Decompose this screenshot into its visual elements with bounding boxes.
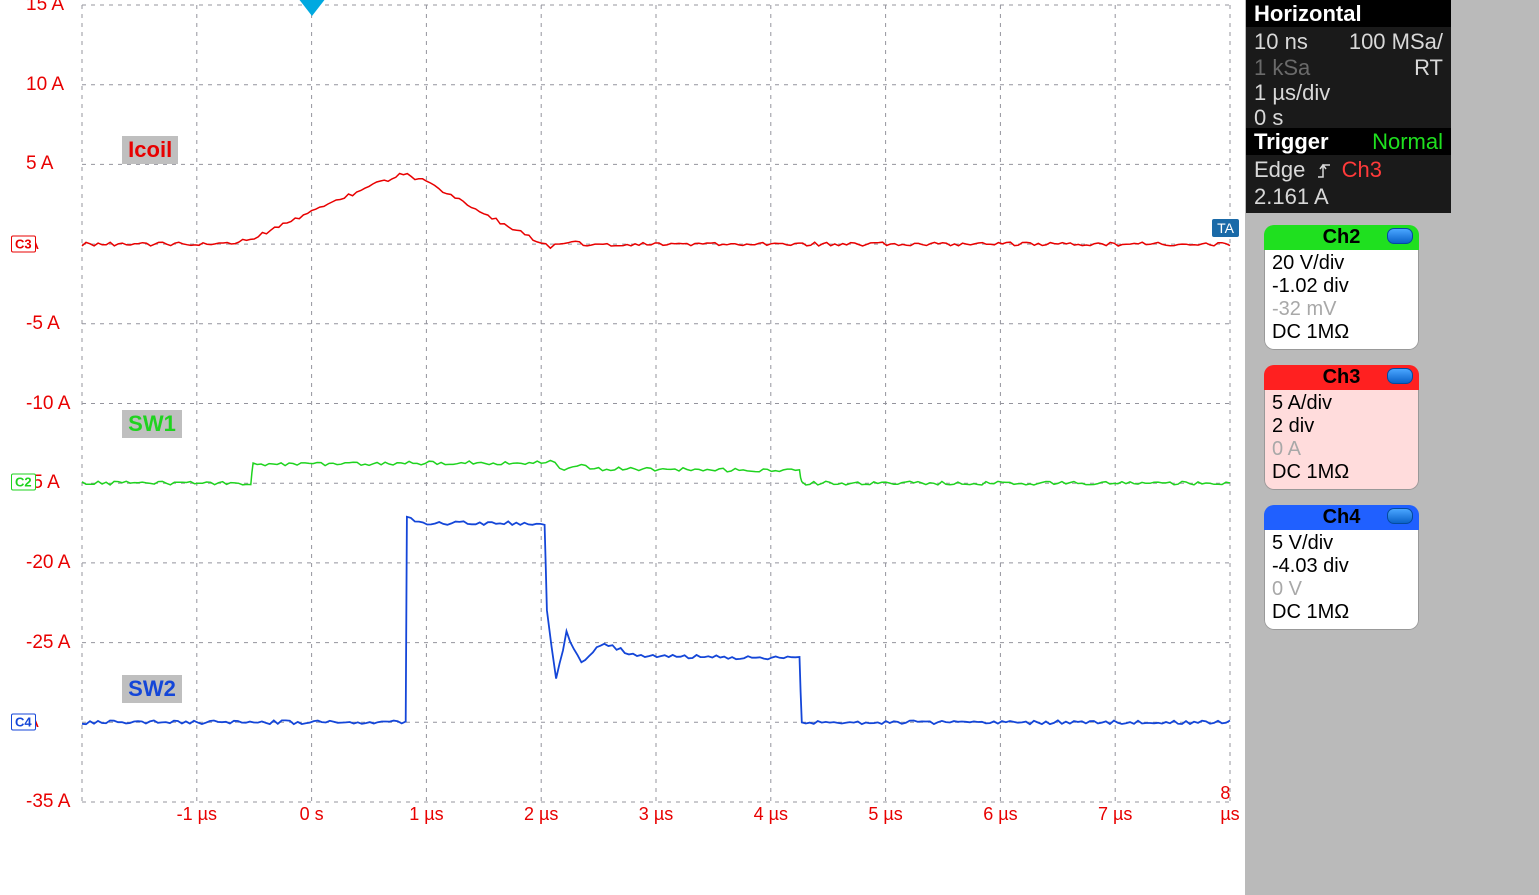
waveform-plot[interactable]: TA 15 A10 A5 AA-5 A-10 A-5 A-20 A-25 AA-… xyxy=(0,0,1245,895)
x-tick-label: 1 µs xyxy=(409,804,443,825)
y-tick-label: -5 A xyxy=(26,313,60,335)
horiz-mode: RT xyxy=(1414,55,1443,80)
trigger-level: 2.161 A xyxy=(1254,184,1443,209)
y-tick-label: -25 A xyxy=(26,632,70,654)
channel-box-ch3[interactable]: Ch3 5 A/div2 div0 ADC 1MΩ xyxy=(1264,365,1419,490)
channel-ground-marker[interactable]: C3 xyxy=(11,236,36,253)
channel-offset: -32 mV xyxy=(1272,298,1411,321)
x-tick-label: 7 µs xyxy=(1098,804,1132,825)
channel-box-header[interactable]: Ch3 xyxy=(1264,365,1419,390)
channel-scale: 5 A/div xyxy=(1272,392,1411,415)
trigger-slope-icon xyxy=(1316,159,1332,184)
channel-box-ch2[interactable]: Ch2 20 V/div-1.02 div-32 mVDC 1MΩ xyxy=(1264,225,1419,350)
channel-ground-marker[interactable]: C2 xyxy=(11,473,36,490)
channel-position: -1.02 div xyxy=(1272,275,1411,298)
x-tick-label: 2 µs xyxy=(524,804,558,825)
x-tick-label: -1 µs xyxy=(177,804,217,825)
horiz-record: 1 kSa xyxy=(1254,55,1310,80)
x-tick-label: 0 s xyxy=(300,804,324,825)
channel-coupling: DC 1MΩ xyxy=(1272,461,1411,484)
channel-coupling: DC 1MΩ xyxy=(1272,601,1411,624)
channel-box-ch4[interactable]: Ch4 5 V/div-4.03 div0 VDC 1MΩ xyxy=(1264,505,1419,630)
waveform-label: Icoil xyxy=(122,136,178,164)
x-tick-label: 5 µs xyxy=(868,804,902,825)
waveform-label: SW1 xyxy=(122,410,182,438)
y-tick-label: 5 A xyxy=(26,153,53,175)
x-tick-label: 4 µs xyxy=(754,804,788,825)
trigger-type: Edge xyxy=(1254,157,1305,182)
y-tick-label: -10 A xyxy=(26,393,70,415)
trigger-mode: Normal xyxy=(1372,129,1443,154)
y-tick-label: -20 A xyxy=(26,552,70,574)
channel-offset: 0 A xyxy=(1272,438,1411,461)
channel-coupling: DC 1MΩ xyxy=(1272,321,1411,344)
channel-position: 2 div xyxy=(1272,415,1411,438)
y-tick-label: -35 A xyxy=(26,791,70,813)
channel-position: -4.03 div xyxy=(1272,555,1411,578)
channel-box-header[interactable]: Ch2 xyxy=(1264,225,1419,250)
channel-ground-marker[interactable]: C4 xyxy=(11,714,36,731)
channel-name: Ch3 xyxy=(1323,366,1361,388)
horiz-timebase: 1 µs/div xyxy=(1254,80,1443,105)
channel-toggle-icon[interactable] xyxy=(1387,228,1413,244)
channel-name: Ch4 xyxy=(1323,506,1361,528)
x-tick-label: 3 µs xyxy=(639,804,673,825)
trigger-source: Ch3 xyxy=(1342,157,1382,182)
waveform-label: SW2 xyxy=(122,675,182,703)
plot-svg xyxy=(0,0,1245,895)
horiz-sample-rate: 100 MSa/ xyxy=(1349,29,1443,54)
channel-scale: 20 V/div xyxy=(1272,252,1411,275)
horizontal-title: Horizontal xyxy=(1254,1,1362,26)
channel-offset: 0 V xyxy=(1272,578,1411,601)
x-tick-label: 6 µs xyxy=(983,804,1017,825)
trigger-position-marker[interactable] xyxy=(298,0,326,23)
channel-toggle-icon[interactable] xyxy=(1387,508,1413,524)
channel-name: Ch2 xyxy=(1323,226,1361,248)
trace-Icoil xyxy=(82,174,1230,249)
y-tick-label: 10 A xyxy=(26,74,64,96)
channel-toggle-icon[interactable] xyxy=(1387,368,1413,384)
channel-box-header[interactable]: Ch4 xyxy=(1264,505,1419,530)
sidebar: Horizontal 10 ns 100 MSa/ 1 kSa RT 1 µs/… xyxy=(1245,0,1539,895)
y-tick-label: 15 A xyxy=(26,0,64,16)
trigger-panel[interactable]: Trigger Normal Edge Ch3 2.161 A xyxy=(1246,128,1451,213)
channel-scale: 5 V/div xyxy=(1272,532,1411,555)
trigger-title: Trigger xyxy=(1254,129,1329,154)
x-tick-label: 8 µs xyxy=(1220,783,1239,825)
horiz-resolution: 10 ns xyxy=(1254,29,1308,54)
horizontal-panel[interactable]: Horizontal 10 ns 100 MSa/ 1 kSa RT 1 µs/… xyxy=(1246,0,1451,134)
horiz-position: 0 s xyxy=(1254,105,1443,130)
trigger-level-marker[interactable]: TA xyxy=(1212,219,1239,237)
